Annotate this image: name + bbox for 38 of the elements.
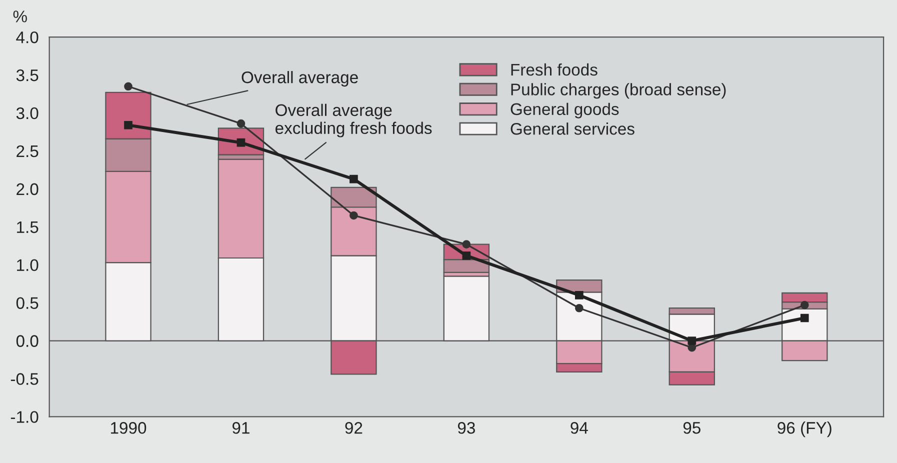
point [575,291,584,300]
point [124,82,132,91]
x-tick-label: 91 [232,422,250,434]
y-tick-label: 3.0 [16,107,38,120]
legend-label: General goods [510,102,619,118]
point [350,211,358,220]
point [800,314,809,322]
legend-label: Fresh foods [511,63,598,76]
point [575,304,584,312]
y-axis-title: % [13,10,27,22]
point [462,240,471,248]
y-tick-label: 4.0 [16,31,38,44]
x-tick-label: 94 [570,422,588,434]
legend-label: General services [510,122,634,135]
series-label: Overall average excluding fresh foods [276,104,432,138]
point [688,336,696,345]
y-tick-label: 0.5 [16,297,38,310]
point [236,138,246,147]
x-tick-label: 1990 [110,422,146,434]
y-tick-label: 2.0 [16,183,38,196]
y-tick-label: 1.0 [17,259,38,272]
y-tick-label: 2.5 [16,145,38,158]
y-tick-label: 1.5 [17,221,38,234]
point [800,300,809,310]
x-tick-label: 92 [345,422,362,434]
x-tick-label: 93 [458,422,475,434]
legend-label: Public charges (broad sense) [511,83,726,99]
point [236,119,246,128]
y-tick-label: -1.0 [10,411,38,423]
y-tick-label: 3.5 [16,69,38,82]
point [462,252,471,260]
point [350,174,358,184]
y-tick-label: 0.0 [16,335,38,347]
y-tick-label: -0.5 [10,373,38,385]
text: Overall average [242,71,358,87]
point [124,120,132,130]
x-tick-label: 95 [683,422,700,434]
x-tick-label: 96 (FY) [778,422,832,438]
